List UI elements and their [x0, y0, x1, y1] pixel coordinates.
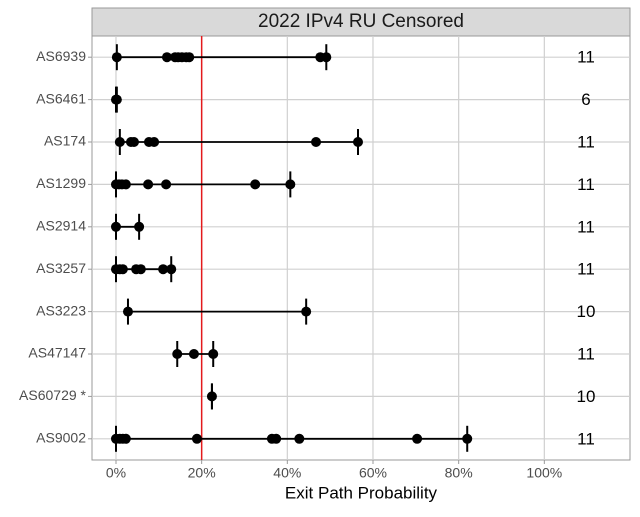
dot [111, 94, 122, 105]
dot [311, 137, 322, 147]
y-tick-label: AS174 [44, 133, 86, 149]
strip [91, 7, 631, 37]
dot [271, 433, 282, 444]
count-label: 10 [577, 302, 596, 321]
dot [166, 264, 177, 275]
y-tick-label: AS2914 [36, 218, 86, 234]
dot [462, 433, 473, 444]
dot [191, 433, 202, 444]
dot [321, 52, 332, 63]
x-tick-label: 60% [359, 465, 387, 481]
dot [412, 433, 423, 444]
y-tick-label: AS60729 * [19, 387, 86, 403]
dot [110, 221, 121, 232]
y-tick-label: AS6939 [36, 48, 86, 64]
dot [206, 391, 217, 402]
x-tick-label: 40% [273, 465, 301, 481]
dot [122, 306, 133, 317]
y-tick-label: AS9002 [36, 430, 86, 446]
dot [111, 52, 122, 63]
dot [172, 349, 183, 359]
dot [135, 264, 146, 275]
dot [294, 433, 305, 444]
count-label: 11 [577, 344, 595, 363]
dot [208, 349, 219, 359]
count-label: 11 [577, 48, 595, 67]
dot [149, 137, 160, 147]
x-tick-label: 100% [526, 465, 562, 481]
dot [143, 179, 154, 190]
y-tick-label: AS47147 [28, 345, 86, 361]
dot [114, 137, 125, 147]
count-label: 10 [577, 387, 596, 406]
y-tick-label: AS3223 [36, 302, 86, 318]
x-tick-label: 20% [188, 465, 216, 481]
dot [184, 52, 195, 63]
dot [161, 179, 172, 190]
dot [353, 137, 364, 147]
x-axis-title: Exit Path Probability [285, 483, 438, 502]
panel [91, 35, 631, 461]
x-tick-label: 80% [445, 465, 473, 481]
dot [285, 179, 296, 190]
y-tick-label: AS3257 [36, 260, 86, 276]
dot [117, 264, 128, 275]
y-tick-label: AS6461 [36, 90, 86, 106]
dot [301, 306, 312, 317]
dot [250, 179, 261, 190]
dot [134, 221, 145, 232]
y-tick-label: AS1299 [36, 175, 86, 191]
count-label: 11 [577, 132, 595, 151]
chart-title: 2022 IPv4 RU Censored [258, 11, 464, 32]
count-label: 11 [577, 260, 595, 279]
count-label: 6 [581, 90, 590, 109]
dot [161, 52, 172, 63]
dot [128, 137, 139, 147]
dot [158, 264, 169, 275]
count-label: 11 [577, 217, 595, 236]
dot [120, 433, 131, 444]
dot [188, 349, 199, 359]
count-label: 11 [577, 175, 595, 194]
x-tick-label: 0% [106, 465, 126, 481]
dot [120, 179, 131, 190]
count-label: 11 [577, 429, 595, 448]
